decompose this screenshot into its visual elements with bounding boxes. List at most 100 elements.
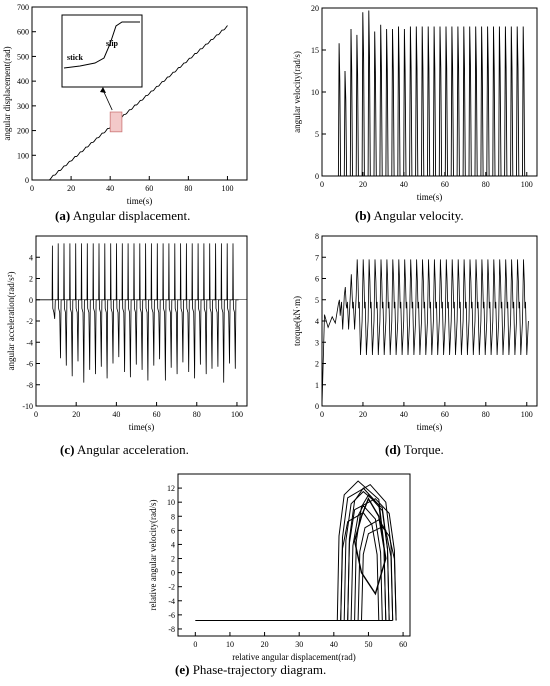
y-tick-label: 6 <box>315 275 319 284</box>
y-tick-label: 700 <box>17 3 29 12</box>
x-tick-label: 80 <box>482 410 490 419</box>
y-tick-label: 15 <box>311 46 319 55</box>
x-tick-label: 100 <box>521 180 533 189</box>
chart-e: 0 10 20 30 40 50 60 -8 -6 -4 -2 0 2 4 6 8 10 12 relative a… <box>148 473 411 662</box>
y-tick-label: 2 <box>29 275 33 284</box>
x-tick-label: 50 <box>364 640 372 649</box>
x-tick-label: 60 <box>153 410 161 419</box>
y-tick-label: -8 <box>168 625 175 634</box>
y-axis-label: angular acceleration(rad/s²) <box>6 272 16 371</box>
y-tick-label: 4 <box>171 540 175 549</box>
x-tick-label: 0 <box>320 180 324 189</box>
y-tick-label: -2 <box>26 317 33 326</box>
chart-d: 0 20 40 60 80 100 0 1 2 3 4 5 6 7 8 time(s) torque(kN·m) <box>292 232 538 432</box>
inset-frame <box>61 14 143 88</box>
y-tick-label: 600 <box>17 28 29 37</box>
x-tick-label: 30 <box>295 640 303 649</box>
y-tick-label: -4 <box>168 597 175 606</box>
panel-a: 0 20 40 60 80 100 0 100 200 300 400 500 600 700 time(s… <box>0 0 275 230</box>
y-tick-label: 100 <box>17 151 29 160</box>
y-tick-label: 8 <box>171 512 175 521</box>
y-tick-label: 200 <box>17 127 29 136</box>
y-tick-label: 5 <box>315 130 319 139</box>
x-tick-label: 0 <box>30 184 34 193</box>
y-tick-label: 300 <box>17 102 29 111</box>
y-tick-label: 0 <box>29 296 33 305</box>
x-tick-label: 100 <box>221 184 233 193</box>
y-tick-label: 5 <box>315 296 319 305</box>
y-tick-label: -6 <box>26 360 33 369</box>
caption-b: (b) Angular velocity. <box>355 208 464 223</box>
chart-a: 0 20 40 60 80 100 0 100 200 300 400 500 600 700 time(s… <box>2 3 248 206</box>
y-tick-label: 0 <box>25 176 29 185</box>
y-tick-label: 0 <box>171 569 175 578</box>
y-axis-label: angular velocity(rad/s) <box>292 51 302 133</box>
x-tick-label: 40 <box>400 410 408 419</box>
inset-stick-label: stick <box>67 53 84 62</box>
x-tick-label: 100 <box>521 410 533 419</box>
phase-inner-loop <box>353 497 387 596</box>
x-tick-label: 100 <box>231 410 243 419</box>
caption-c: (c) Angular acceleration. <box>60 442 189 457</box>
y-tick-label: 1 <box>315 381 319 390</box>
y-axis-label: angular displacement(rad) <box>2 46 12 140</box>
series-line-velocity <box>322 10 529 177</box>
chart-c: 0 20 40 60 80 100 -10 -8 -6 -4 -2 0 2 4 time(s) angular… <box>6 235 248 432</box>
x-tick-label: 40 <box>330 640 338 649</box>
x-tick-label: 60 <box>399 640 407 649</box>
caption-e: (e) Phase-trajectory diagram. <box>175 662 327 677</box>
x-axis-label: time(s) <box>127 196 153 206</box>
y-tick-label: 0 <box>315 172 319 181</box>
y-tick-label: 400 <box>17 77 29 86</box>
x-tick-label: 40 <box>106 184 114 193</box>
x-tick-label: 20 <box>359 410 367 419</box>
series-line-displacement <box>32 25 228 181</box>
y-tick-label: 2 <box>171 555 175 564</box>
y-tick-label: 4 <box>29 253 33 262</box>
phase-loop <box>350 504 383 621</box>
y-tick-label: -2 <box>168 583 175 592</box>
y-tick-label: 10 <box>311 88 319 97</box>
y-tick-label: 4 <box>315 317 319 326</box>
y-tick-label: -8 <box>26 381 33 390</box>
panel-e: 0 10 20 30 40 50 60 -8 -6 -4 -2 0 2 4 6 8 10 12 relative a… <box>130 466 430 686</box>
y-axis-label: relative angular velocity(rad/s) <box>148 500 158 611</box>
x-tick-label: 20 <box>67 184 75 193</box>
x-tick-label: 20 <box>359 180 367 189</box>
series-line-torque <box>321 259 529 407</box>
x-tick-label: 20 <box>261 640 269 649</box>
x-tick-label: 0 <box>34 410 38 419</box>
y-tick-label: 7 <box>315 253 319 262</box>
x-tick-label: 40 <box>400 180 408 189</box>
y-axis-label: torque(kN·m) <box>292 296 302 346</box>
x-tick-label: 0 <box>320 410 324 419</box>
phase-loop <box>361 526 397 621</box>
x-tick-label: 80 <box>193 410 201 419</box>
y-tick-label: 20 <box>311 4 319 13</box>
y-tick-label: 500 <box>17 52 29 61</box>
chart-b: 0 20 40 60 80 100 0 5 10 15 20 time(s) angular veloc… <box>292 4 538 202</box>
inset-arrow <box>102 89 113 111</box>
x-axis-label: time(s) <box>417 422 443 432</box>
phase-loop <box>340 483 394 621</box>
x-tick-label: 60 <box>441 410 449 419</box>
caption-d: (d) Torque. <box>385 442 444 457</box>
x-tick-label: 20 <box>72 410 80 419</box>
x-tick-label: 40 <box>112 410 120 419</box>
x-axis-label: relative angular displacement(rad) <box>232 652 355 662</box>
series-line-acceleration <box>36 243 239 383</box>
x-axis-label: time(s) <box>417 192 443 202</box>
inset-arrowhead <box>100 87 106 93</box>
inset-curve <box>63 21 140 69</box>
x-tick-label: 0 <box>193 640 197 649</box>
y-tick-label: 3 <box>315 338 319 347</box>
caption-a: (a) Angular displacement. <box>55 208 191 223</box>
x-tick-label: 80 <box>482 180 490 189</box>
x-tick-label: 10 <box>226 640 234 649</box>
y-tick-label: 2 <box>315 360 319 369</box>
y-tick-label: -10 <box>22 402 33 411</box>
zoom-highlight <box>109 111 123 133</box>
panel-b: 0 20 40 60 80 100 0 5 10 15 20 time(s) angular veloc… <box>275 0 550 230</box>
phase-loop <box>354 494 390 621</box>
y-tick-label: 0 <box>315 402 319 411</box>
